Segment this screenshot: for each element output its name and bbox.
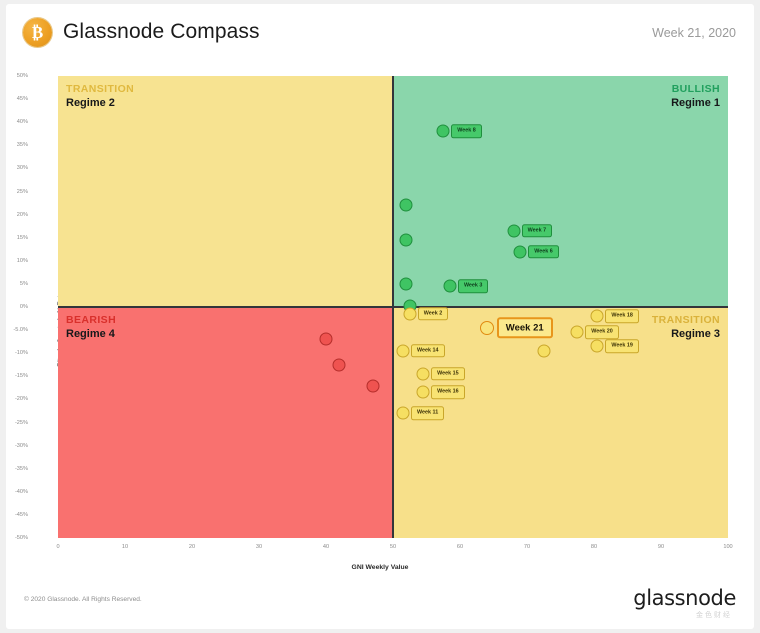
point-marker[interactable] xyxy=(396,344,410,358)
x-tick-label: 60 xyxy=(456,544,464,550)
y-tick-label: 0% xyxy=(19,304,28,310)
glassnode-logo: glassnode xyxy=(633,586,736,610)
y-tick-label: 20% xyxy=(16,211,28,218)
point-marker[interactable] xyxy=(507,224,521,238)
point-marker[interactable] xyxy=(590,309,604,323)
regime-kind: TRANSITION xyxy=(651,314,720,326)
page-title: Glassnode Compass xyxy=(63,20,260,43)
y-tick-label: 25% xyxy=(16,188,28,195)
watermark: 金色财经 xyxy=(696,612,732,619)
point-label[interactable]: Week 15 xyxy=(431,367,465,381)
scatter-plot: TRANSITION Regime 2 BULLISH Regime 1 BEA… xyxy=(58,76,728,538)
quadrant-label-regime2: TRANSITION Regime 2 xyxy=(66,83,134,111)
x-tick-label: 90 xyxy=(657,544,665,550)
x-axis-label: GNI Weekly Value xyxy=(351,564,409,571)
x-tick-label: 10 xyxy=(121,544,129,550)
point-marker[interactable] xyxy=(399,233,413,247)
point-label[interactable]: Week 6 xyxy=(528,244,559,259)
y-tick-label: 30% xyxy=(16,165,28,172)
quadrant-label-regime1: BULLISH Regime 1 xyxy=(671,83,720,111)
point-marker[interactable] xyxy=(590,339,604,353)
y-tick-label: -20% xyxy=(14,396,28,403)
y-tick-label: -25% xyxy=(14,419,28,426)
point-label[interactable]: Week 11 xyxy=(411,406,445,420)
point-label[interactable]: Week 8 xyxy=(451,124,482,139)
chart-area: Bitcoin Quarterly % Returns GNI Weekly V… xyxy=(6,64,754,584)
y-tick-label: -50% xyxy=(14,535,28,541)
quadrant-label-regime4: BEARISH Regime 4 xyxy=(66,314,116,342)
x-tick-label: 100 xyxy=(723,544,733,550)
y-tick-label: 35% xyxy=(16,142,28,149)
y-tick-label: 15% xyxy=(16,234,28,241)
point-label[interactable]: Week 3 xyxy=(457,279,489,293)
regime-kind: TRANSITION xyxy=(66,83,135,95)
regime-name: Regime 1 xyxy=(671,97,720,110)
x-tick-label: 80 xyxy=(590,544,598,550)
y-tick-label: 10% xyxy=(16,257,28,264)
y-tick-label: 45% xyxy=(16,96,28,103)
header: ₿ Glassnode Compass Week 21, 2020 xyxy=(6,4,754,64)
copyright-text: © 2020 Glassnode. All Rights Reserved. xyxy=(24,596,142,603)
week-indicator: Week 21, 2020 xyxy=(652,26,736,40)
point-marker[interactable] xyxy=(319,332,333,346)
point-marker[interactable] xyxy=(332,358,346,372)
point-marker[interactable] xyxy=(537,344,551,358)
point-marker[interactable] xyxy=(570,325,584,339)
point-label[interactable]: Week 21 xyxy=(496,317,553,339)
point-marker[interactable] xyxy=(396,406,410,420)
regime-name: Regime 4 xyxy=(66,328,115,341)
bitcoin-glyph: ₿ xyxy=(31,23,44,42)
quadrant-bearish-regime4 xyxy=(58,307,393,538)
regime-name: Regime 2 xyxy=(66,97,115,110)
point-label[interactable]: Week 14 xyxy=(411,344,445,358)
point-marker[interactable] xyxy=(399,277,413,291)
regime-kind: BULLISH xyxy=(671,83,720,95)
point-marker[interactable] xyxy=(416,385,430,399)
x-tick-label: 40 xyxy=(322,544,330,550)
point-marker[interactable] xyxy=(479,320,494,335)
y-tick-label: -5.0% xyxy=(13,327,28,334)
x-tick-label: 20 xyxy=(188,544,196,550)
y-tick-label: -30% xyxy=(14,442,28,449)
compass-card: ₿ Glassnode Compass Week 21, 2020 Bitcoi… xyxy=(6,4,754,629)
point-marker[interactable] xyxy=(399,198,413,212)
x-tick-label: 70 xyxy=(523,544,531,550)
bitcoin-icon: ₿ xyxy=(23,18,52,47)
point-label[interactable]: Week 7 xyxy=(521,224,553,238)
x-tick-label: 50 xyxy=(389,544,397,550)
point-label[interactable]: Week 18 xyxy=(605,309,639,323)
point-label[interactable]: Week 19 xyxy=(605,339,639,353)
y-tick-label: 40% xyxy=(16,119,28,126)
y-tick-label: 5% xyxy=(19,280,28,287)
quadrant-bullish-regime1 xyxy=(393,76,728,307)
y-tick-label: 50% xyxy=(16,73,28,79)
y-tick-label: -35% xyxy=(14,465,28,472)
point-marker[interactable] xyxy=(416,367,430,381)
point-label[interactable]: Week 20 xyxy=(585,325,619,340)
x-tick-label: 30 xyxy=(255,544,263,550)
regime-name: Regime 3 xyxy=(671,328,720,341)
point-marker[interactable] xyxy=(366,379,380,393)
y-tick-label: -15% xyxy=(14,373,28,380)
y-tick-label: -40% xyxy=(14,488,28,495)
point-marker[interactable] xyxy=(513,245,527,259)
point-marker[interactable] xyxy=(443,279,457,293)
quadrant-transition-regime3 xyxy=(393,307,728,538)
point-marker[interactable] xyxy=(436,124,450,138)
quadrant-label-regime3: TRANSITION Regime 3 xyxy=(652,314,720,342)
horizontal-divider xyxy=(58,306,728,308)
quadrant-transition-regime2 xyxy=(58,76,393,307)
y-tick-label: -10% xyxy=(14,350,28,357)
point-marker[interactable] xyxy=(403,307,417,321)
point-label[interactable]: Week 2 xyxy=(417,307,449,321)
y-tick-label: -45% xyxy=(14,511,28,518)
regime-kind: BEARISH xyxy=(66,314,117,326)
point-label[interactable]: Week 16 xyxy=(431,385,465,400)
footer: © 2020 Glassnode. All Rights Reserved. g… xyxy=(6,584,754,629)
x-tick-label: 0 xyxy=(56,544,60,550)
